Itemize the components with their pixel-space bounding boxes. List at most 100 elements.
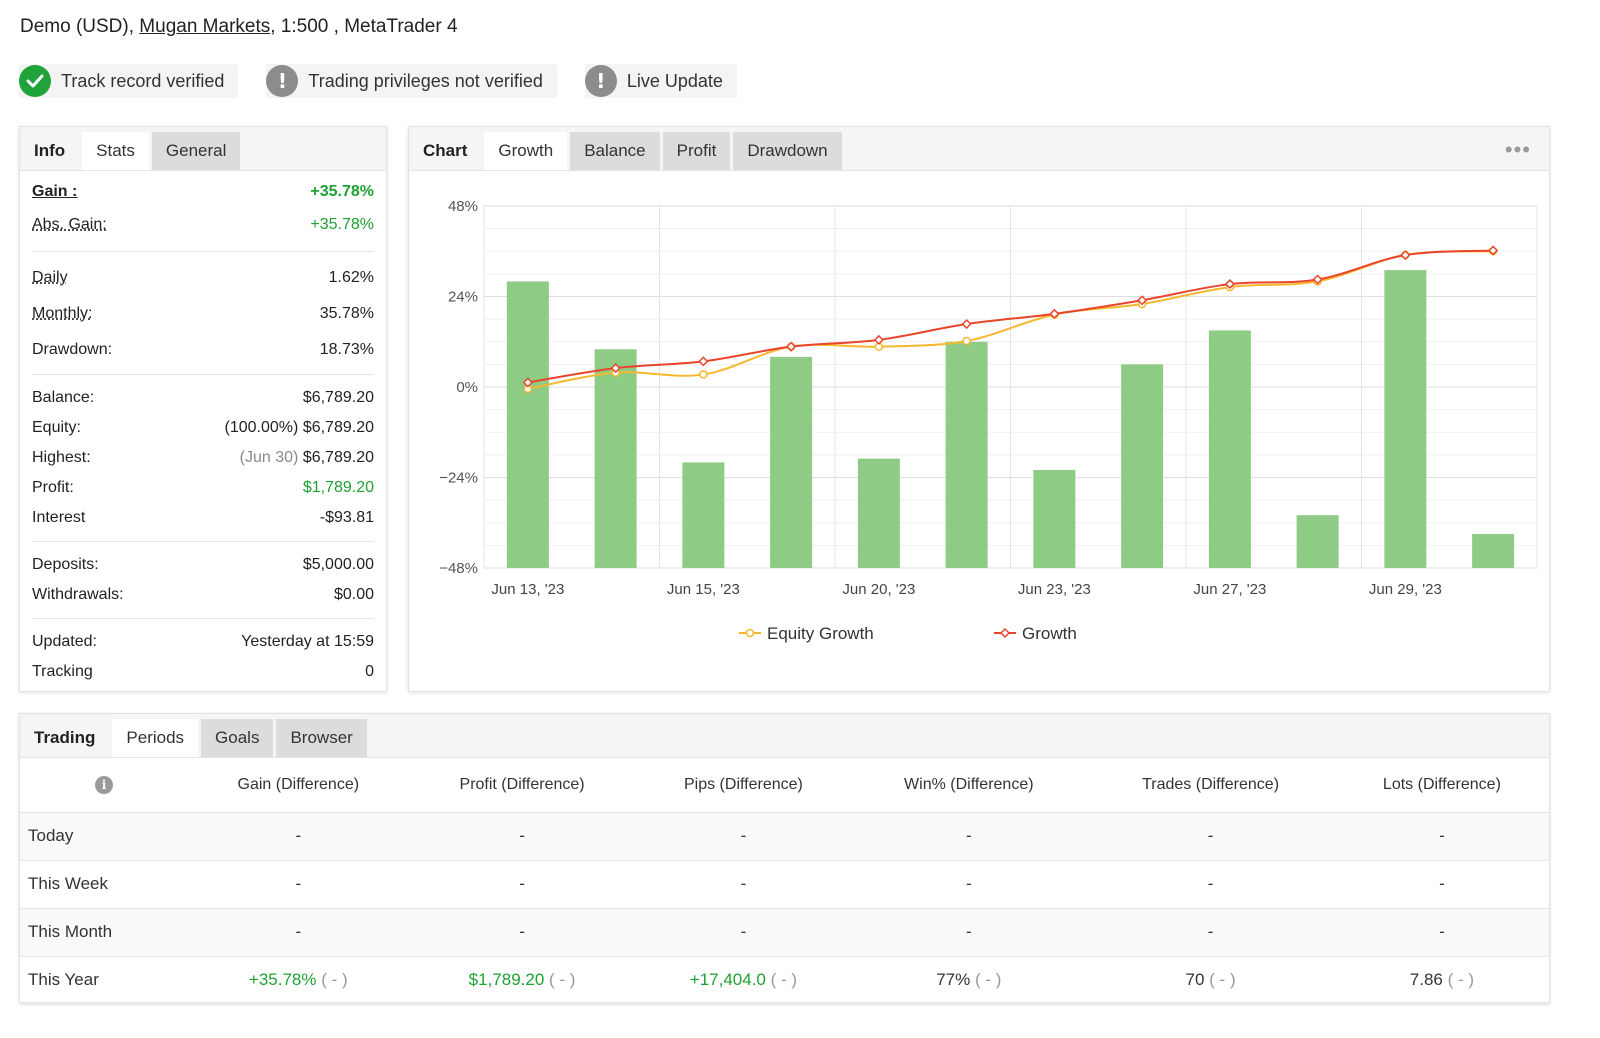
verification-badges: Track record verified ! Trading privileg…	[19, 64, 737, 98]
stat-value: +35.78%	[310, 183, 374, 200]
trading-panel: Trading Periods Goals Browser i Gain (Di…	[19, 713, 1550, 1005]
stat-deposits: Deposits: $5,000.00	[32, 542, 374, 580]
stat-label[interactable]: Gain :	[32, 183, 78, 200]
stat-label[interactable]: Abs. Gain:	[32, 216, 107, 233]
tab-stats[interactable]: Stats	[82, 132, 149, 170]
x-tick-label: Jun 27, '23	[1193, 581, 1266, 598]
info-panel: Info Stats General Gain : +35.78% Abs. G…	[19, 126, 387, 692]
info-icon[interactable]: i	[95, 775, 113, 794]
tab-drawdown[interactable]: Drawdown	[733, 132, 842, 170]
legend-label: Growth	[1022, 624, 1077, 643]
badge-label: Track record verified	[61, 70, 225, 91]
tab-goals[interactable]: Goals	[201, 719, 274, 757]
bar	[1121, 364, 1164, 568]
table-cell: -	[188, 812, 409, 861]
divider	[32, 251, 374, 252]
stat-label: Balance:	[32, 389, 95, 406]
series-point	[961, 318, 972, 330]
bar	[1033, 469, 1076, 568]
divider	[32, 618, 374, 619]
stat-value: 1.62%	[328, 269, 374, 286]
stat-label: Equity:	[32, 419, 81, 436]
series-point	[1224, 278, 1235, 290]
stat-equity: Equity: (100.00%) $6,789.20	[32, 413, 374, 443]
bar	[682, 462, 725, 568]
table-cell: -	[1086, 908, 1335, 957]
series-point	[698, 356, 709, 367]
x-tick-label: Jun 15, '23	[667, 581, 740, 598]
stat-value: $6,789.20	[302, 389, 374, 406]
table-cell: $1,789.20 ( - )	[408, 956, 636, 1005]
more-dots-icon[interactable]: •••	[1504, 137, 1531, 162]
cell-value: +35.78%	[248, 970, 317, 989]
series-point	[962, 336, 971, 346]
tab-info[interactable]: Info	[34, 141, 66, 160]
y-tick-label: 24%	[448, 289, 478, 306]
table-cell: 70 ( - )	[1086, 956, 1335, 1005]
stat-label: Tracking	[32, 663, 93, 680]
cell-difference: ( - )	[970, 970, 1002, 989]
tab-chart[interactable]: Chart	[423, 141, 468, 160]
x-tick-label: Jun 20, '23	[842, 581, 915, 598]
bar	[945, 341, 988, 568]
legend-marker	[745, 628, 755, 638]
table-cell: -	[408, 908, 636, 957]
table-cell: -	[1086, 812, 1335, 861]
table-cell: -	[188, 860, 409, 909]
series-point	[1312, 274, 1323, 285]
table-row: This Month - - - - - -	[20, 908, 1549, 957]
stat-label[interactable]: Monthly:	[32, 305, 93, 322]
y-tick-label: 0%	[456, 379, 478, 396]
stat-label[interactable]: Daily	[32, 269, 68, 286]
table-cell: 77% ( - )	[851, 956, 1087, 1005]
stat-value-group: (100.00%) $6,789.20	[225, 419, 374, 437]
stat-balance: Balance: $6,789.20	[32, 375, 374, 413]
series-point	[610, 363, 621, 374]
stat-label: Drawdown:	[32, 341, 113, 358]
chart-panel: Chart Growth Balance Profit Drawdown •••…	[408, 126, 1550, 692]
stat-abs-gain: Abs. Gain: +35.78%	[32, 207, 374, 243]
bar	[594, 349, 637, 568]
column-header: Pips (Difference)	[635, 758, 852, 813]
badge-live-update[interactable]: ! Live Update	[584, 64, 737, 98]
column-header: Win% (Difference)	[851, 758, 1087, 813]
check-icon	[19, 65, 51, 97]
table-cell: +17,404.0 ( - )	[635, 956, 852, 1005]
table-cell: -	[851, 860, 1087, 909]
stats-list: Gain : +35.78% Abs. Gain: +35.78% Daily …	[20, 171, 386, 687]
badge-track-record[interactable]: Track record verified	[19, 64, 239, 98]
series-point	[786, 341, 797, 352]
cell-value: 70	[1185, 970, 1205, 989]
badge-trading-privileges[interactable]: ! Trading privileges not verified	[266, 64, 557, 98]
series-point	[1137, 295, 1148, 306]
tab-balance[interactable]: Balance	[570, 132, 660, 170]
stat-value: 18.73%	[319, 341, 374, 358]
tab-profit[interactable]: Profit	[662, 132, 731, 170]
info-tabbar: Info Stats General	[20, 127, 386, 171]
table-cell: -	[1334, 812, 1549, 861]
stat-profit: Profit: $1,789.20	[32, 473, 374, 503]
tab-growth[interactable]: Growth	[484, 132, 568, 170]
badge-label: Trading privileges not verified	[308, 70, 543, 91]
divider	[32, 541, 374, 542]
broker-link[interactable]: Mugan Markets	[139, 16, 271, 37]
cell-difference: ( - )	[544, 970, 576, 989]
tab-general[interactable]: General	[151, 132, 241, 170]
tab-periods[interactable]: Periods	[112, 719, 199, 757]
stat-highest: Highest: (Jun 30) $6,789.20	[32, 443, 374, 473]
exclamation-icon: !	[266, 65, 299, 97]
table-cell: -	[851, 812, 1087, 861]
bar	[1296, 515, 1339, 568]
series-line	[527, 250, 1494, 390]
tab-trading[interactable]: Trading	[34, 728, 96, 747]
account-summary: Demo (USD), Mugan Markets, 1:500 , MetaT…	[20, 16, 458, 38]
row-label: This Year	[20, 956, 188, 1005]
cell-value: 7.86	[1409, 970, 1443, 989]
cell-value: +17,404.0	[689, 970, 766, 989]
divider	[32, 374, 374, 375]
stat-daily: Daily 1.62%	[32, 252, 374, 296]
tab-browser[interactable]: Browser	[276, 719, 367, 757]
table-cell: -	[851, 908, 1087, 957]
stat-withdrawals: Withdrawals: $0.00	[32, 580, 374, 610]
periods-body: Today - - - - - - This Week - - - - - - This Month - - - -…	[20, 812, 1549, 1005]
